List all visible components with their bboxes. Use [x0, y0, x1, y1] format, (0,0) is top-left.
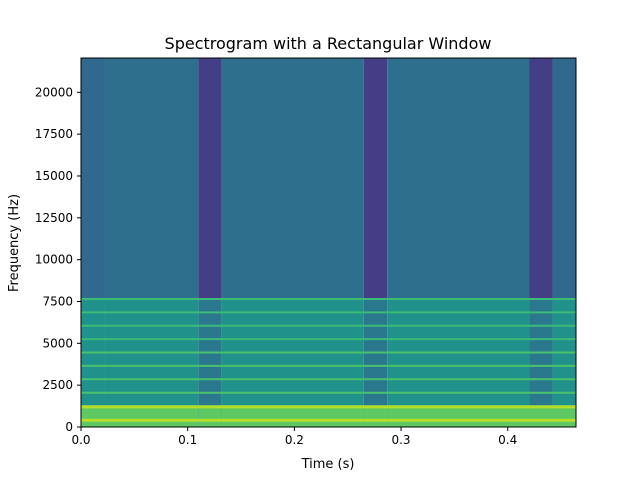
y-tick-label-8: 20000 — [35, 85, 73, 99]
spectrogram-cell-lower-0 — [81, 298, 105, 427]
spectrogram-cell-bass-2 — [198, 405, 222, 427]
spectrogram-cell-upper-0 — [81, 58, 105, 299]
chart-title: Spectrogram with a Rectangular Window — [165, 34, 492, 53]
spectrogram-cell-upper-1 — [104, 58, 199, 299]
spectrogram-cell-lower-2 — [198, 298, 222, 427]
spectrogram-cell-bass-1 — [104, 405, 199, 427]
spectrogram-cell-bass-5 — [387, 405, 530, 427]
spectrogram-cell-upper-4 — [363, 58, 388, 299]
spectrogram-cell-lower-7 — [552, 298, 576, 427]
y-tick-label-4: 10000 — [35, 253, 73, 267]
y-tick-label-2: 5000 — [42, 336, 73, 350]
spectrogram-cell-upper-2 — [198, 58, 222, 299]
y-tick-label-0: 0 — [65, 420, 73, 434]
y-axis-label: Frequency (Hz) — [7, 194, 22, 292]
x-tick-label-3: 0.3 — [391, 433, 410, 447]
y-tick-label-6: 15000 — [35, 169, 73, 183]
plot-frame — [80, 57, 577, 428]
spectrogram-cell-bass-0 — [81, 405, 105, 427]
x-axis-label: Time (s) — [301, 457, 355, 472]
spectrogram-cell-upper-7 — [552, 58, 576, 299]
spectrogram-cell-upper-3 — [221, 58, 364, 299]
x-tick-label-0: 0.0 — [71, 433, 90, 447]
spectrogram-cell-bass-7 — [552, 405, 576, 427]
y-tick-label-3: 7500 — [42, 294, 73, 308]
y-tick-label-1: 2500 — [42, 378, 73, 392]
x-tick-label-2: 0.2 — [285, 433, 304, 447]
spectrogram-cell-lower-4 — [363, 298, 388, 427]
x-tick-label-1: 0.1 — [178, 433, 197, 447]
x-tick-label-4: 0.4 — [498, 433, 517, 447]
spectrogram-cell-bass-3 — [221, 405, 364, 427]
spectrogram-cell-upper-5 — [387, 58, 530, 299]
spectrogram-cell-bass-6 — [529, 405, 553, 427]
spectrogram-cell-lower-6 — [529, 298, 553, 427]
spectrogram-cell-bass-4 — [363, 405, 388, 427]
y-tick-label-7: 17500 — [35, 127, 73, 141]
spectrogram-cell-upper-6 — [529, 58, 553, 299]
y-tick-label-5: 12500 — [35, 211, 73, 225]
